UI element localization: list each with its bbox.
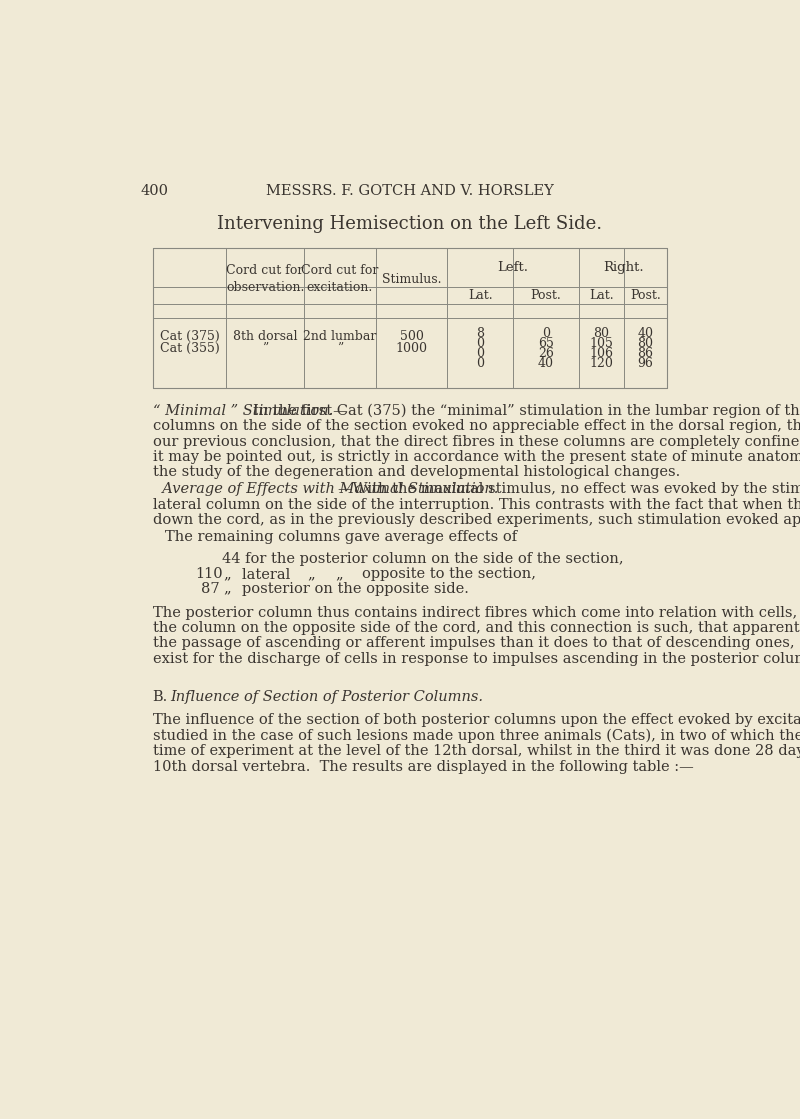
Text: Lat.: Lat. (468, 289, 493, 302)
Text: 40: 40 (638, 327, 654, 340)
Text: 10th dorsal vertebra.  The results are displayed in the following table :—: 10th dorsal vertebra. The results are di… (153, 760, 694, 773)
Text: Average of Effects with Maximal Stimulation.: Average of Effects with Maximal Stimulat… (153, 482, 498, 497)
Text: Left.: Left. (498, 261, 529, 274)
Text: 120: 120 (590, 357, 614, 370)
Text: 80: 80 (638, 337, 654, 350)
Text: Right.: Right. (603, 261, 643, 274)
Text: time of experiment at the level of the 12th dorsal, whilst in the third it was d: time of experiment at the level of the 1… (153, 744, 800, 758)
Text: 86: 86 (638, 347, 654, 360)
Text: 96: 96 (638, 357, 654, 370)
Text: it may be pointed out, is strictly in accordance with the present state of minut: it may be pointed out, is strictly in ac… (153, 450, 800, 464)
Text: Cord cut for
observation.: Cord cut for observation. (226, 264, 304, 294)
Text: 26: 26 (538, 347, 554, 360)
Text: „   posterior on the opposite side.: „ posterior on the opposite side. (224, 582, 469, 596)
Text: Post.: Post. (630, 289, 661, 302)
Text: Stimulus.: Stimulus. (382, 273, 442, 285)
Text: „: „ (308, 567, 315, 581)
Text: In the first Cat (375) the “minimal” stimulation in the lumbar region of the lat: In the first Cat (375) the “minimal” sti… (254, 404, 800, 419)
Text: columns on the side of the section evoked no appreciable effect in the dorsal re: columns on the side of the section evoke… (153, 420, 800, 433)
Text: lateral column on the side of the interruption. This contrasts with the fact tha: lateral column on the side of the interr… (153, 498, 800, 511)
Text: 40: 40 (538, 357, 554, 370)
Text: 400: 400 (140, 185, 168, 198)
Text: The remaining columns gave average effects of: The remaining columns gave average effec… (165, 530, 518, 544)
Text: 65: 65 (538, 337, 554, 350)
Text: ”: ” (337, 341, 343, 355)
Text: Lat.: Lat. (589, 289, 614, 302)
Text: The posterior column thus contains indirect fibres which come into relation with: The posterior column thus contains indir… (153, 605, 800, 620)
Text: —With the maximal stimulus, no effect was evoked by the stimulation of the: —With the maximal stimulus, no effect wa… (338, 482, 800, 497)
Text: opposite to the section,: opposite to the section, (362, 567, 536, 581)
Text: Cat (355): Cat (355) (160, 341, 219, 355)
Text: 2nd lumbar: 2nd lumbar (303, 329, 377, 342)
Text: down the cord, as in the previously described experiments, such stimulation evok: down the cord, as in the previously desc… (153, 514, 800, 527)
Text: MESSRS. F. GOTCH AND V. HORSLEY: MESSRS. F. GOTCH AND V. HORSLEY (266, 185, 554, 198)
Text: 8th dorsal: 8th dorsal (233, 329, 298, 342)
Text: the study of the degeneration and developmental histological changes.: the study of the degeneration and develo… (153, 466, 680, 479)
Text: ”: ” (262, 341, 268, 355)
Text: 110: 110 (195, 567, 223, 581)
Text: 500: 500 (400, 329, 423, 342)
Text: B.: B. (153, 690, 168, 704)
Text: 105: 105 (590, 337, 614, 350)
Text: Influence of Section of Posterior Columns.: Influence of Section of Posterior Column… (170, 690, 482, 704)
Text: Cord cut for
excitation.: Cord cut for excitation. (301, 264, 378, 294)
Text: Intervening Hemisection on the Left Side.: Intervening Hemisection on the Left Side… (218, 215, 602, 233)
Text: “ Minimal ” Stimulation.—: “ Minimal ” Stimulation.— (153, 404, 347, 417)
Text: „: „ (335, 567, 342, 581)
Text: „   lateral: „ lateral (224, 567, 290, 581)
Text: exist for the discharge of cells in response to impulses ascending in the poster: exist for the discharge of cells in resp… (153, 651, 800, 666)
Text: studied in the case of such lesions made upon three animals (Cats), in two of wh: studied in the case of such lesions made… (153, 728, 800, 743)
Text: 8: 8 (476, 327, 484, 340)
Text: the passage of ascending or afferent impulses than it does to that of descending: the passage of ascending or afferent imp… (153, 637, 800, 650)
Bar (153, 248, 667, 388)
Text: 0: 0 (476, 337, 484, 350)
Text: 0: 0 (476, 347, 484, 360)
Text: 0: 0 (476, 357, 484, 370)
Text: 106: 106 (590, 347, 614, 360)
Text: The influence of the section of both posterior columns upon the effect evoked by: The influence of the section of both pos… (153, 713, 800, 727)
Text: 87: 87 (201, 582, 219, 596)
Text: 1000: 1000 (395, 341, 427, 355)
Text: Post.: Post. (530, 289, 562, 302)
Text: 0: 0 (542, 327, 550, 340)
Text: our previous conclusion, that the direct fibres in these columns are completely : our previous conclusion, that the direct… (153, 434, 800, 449)
Text: 44 for the posterior column on the side of the section,: 44 for the posterior column on the side … (222, 552, 624, 565)
Text: 80: 80 (594, 327, 610, 340)
Text: Cat (375): Cat (375) (160, 329, 219, 342)
Text: the column on the opposite side of the cord, and this connection is such, that a: the column on the opposite side of the c… (153, 621, 800, 634)
